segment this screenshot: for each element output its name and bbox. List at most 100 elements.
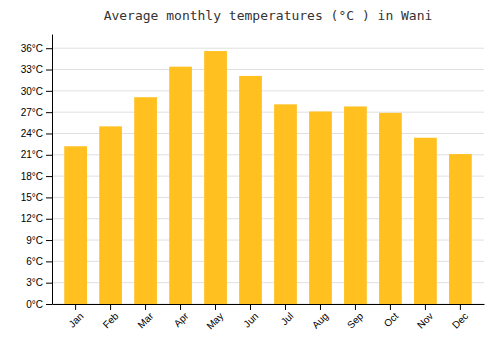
tick: Jul (279, 304, 296, 327)
tick: 30°C (21, 86, 52, 97)
tick-mark (46, 283, 52, 284)
tick: May (204, 304, 225, 332)
axis-line (53, 304, 485, 305)
y-axis: 0°C 3°C 6°C 9°C 12°C 15°C 18°C 21°C 24°C 27°C 30°C… (21, 35, 53, 310)
grid-line (52, 48, 484, 49)
tick-mark (145, 304, 146, 310)
tick-label: Nov (415, 310, 435, 330)
tick-label: 33°C (21, 64, 43, 75)
tick-mark (320, 304, 321, 310)
tick: Mar (136, 304, 156, 330)
tick-label: 21°C (21, 149, 43, 160)
tick-mark (46, 155, 52, 156)
tick: Jan (66, 304, 85, 330)
grid (52, 48, 484, 304)
tick-label: Apr (172, 310, 191, 329)
tick: 12°C (21, 213, 52, 224)
tick-mark (75, 304, 76, 310)
tick: Nov (415, 304, 435, 331)
bars (64, 51, 472, 304)
tick: Aug (310, 304, 330, 331)
tick-mark (46, 133, 52, 134)
tick-label: 27°C (21, 107, 43, 118)
bar (414, 138, 437, 304)
x-axis: Jan Feb Mar Apr May Jun Jul Aug Sep Oct Nov Dec (53, 304, 485, 332)
tick: 18°C (21, 171, 52, 182)
tick-mark (46, 70, 52, 71)
tick: Apr (172, 304, 191, 329)
tick-label: 15°C (21, 192, 43, 203)
tick-mark (425, 304, 426, 310)
tick-label: Oct (382, 310, 401, 329)
bar (239, 76, 262, 304)
tick-label: May (204, 310, 225, 331)
tick: 0°C (26, 299, 52, 310)
bar (344, 106, 367, 304)
tick: 24°C (21, 128, 52, 139)
tick-label: 0°C (26, 299, 43, 310)
tick: Oct (382, 304, 401, 329)
tick: Feb (101, 304, 121, 330)
tick: Jun (241, 304, 260, 330)
tick-mark (250, 304, 251, 310)
tick: 27°C (21, 107, 52, 118)
tick: Sep (345, 304, 366, 331)
title: Average monthly temperatures (°C ) in Wa… (104, 8, 433, 23)
tick-mark (460, 304, 461, 310)
tick-label: Aug (310, 310, 330, 330)
tick-label: Jun (241, 310, 260, 329)
tick-mark (46, 240, 52, 241)
bar (64, 146, 87, 304)
tick-label: Mar (136, 310, 156, 330)
tick: Dec (450, 304, 470, 331)
tick-mark (180, 304, 181, 310)
tick-label: Jan (66, 310, 85, 329)
tick-mark (46, 91, 52, 92)
tick-label: 24°C (21, 128, 43, 139)
tick: 36°C (21, 43, 52, 54)
tick-mark (46, 112, 52, 113)
tick-mark (355, 304, 356, 310)
bar (169, 67, 192, 304)
tick-label: 30°C (21, 86, 43, 97)
bar (274, 104, 297, 304)
tick-label: Feb (101, 310, 121, 330)
tick-mark (46, 48, 52, 49)
grid-line (52, 112, 484, 113)
tick-label: Jul (279, 310, 296, 327)
plot: 0°C 3°C 6°C 9°C 12°C 15°C 18°C 21°C 24°C 27°C 30°C… (21, 35, 485, 332)
bar (449, 154, 472, 304)
tick: 33°C (21, 64, 52, 75)
tick: 3°C (26, 277, 52, 288)
tick-label: 18°C (21, 171, 43, 182)
tick-label: 36°C (21, 43, 43, 54)
tick-mark (390, 304, 391, 310)
bar (204, 51, 227, 304)
tick-label: 6°C (26, 256, 43, 267)
tick-label: 9°C (26, 235, 43, 246)
tick-label: Dec (450, 310, 470, 330)
tick-mark (215, 304, 216, 310)
axis-line (52, 35, 53, 305)
tick-mark (46, 197, 52, 198)
tick-mark (46, 176, 52, 177)
bar (379, 113, 402, 304)
tick-mark (46, 219, 52, 220)
tick-mark (46, 261, 52, 262)
tick: 9°C (26, 235, 52, 246)
bar (134, 97, 157, 304)
tick: 6°C (26, 256, 52, 267)
tick-mark (110, 304, 111, 310)
tick-mark (285, 304, 286, 310)
tick: 15°C (21, 192, 52, 203)
grid-line (52, 69, 484, 70)
tick-label: 12°C (21, 213, 43, 224)
tick-mark (46, 304, 52, 305)
grid-line (52, 90, 484, 91)
tick-label: Sep (345, 310, 366, 331)
tick: 21°C (21, 149, 52, 160)
tick-label: 3°C (26, 277, 43, 288)
chart: 0°C 3°C 6°C 9°C 12°C 15°C 18°C 21°C 24°C 27°C 30°C… (0, 0, 500, 350)
bar (99, 126, 122, 304)
bar (309, 111, 332, 304)
